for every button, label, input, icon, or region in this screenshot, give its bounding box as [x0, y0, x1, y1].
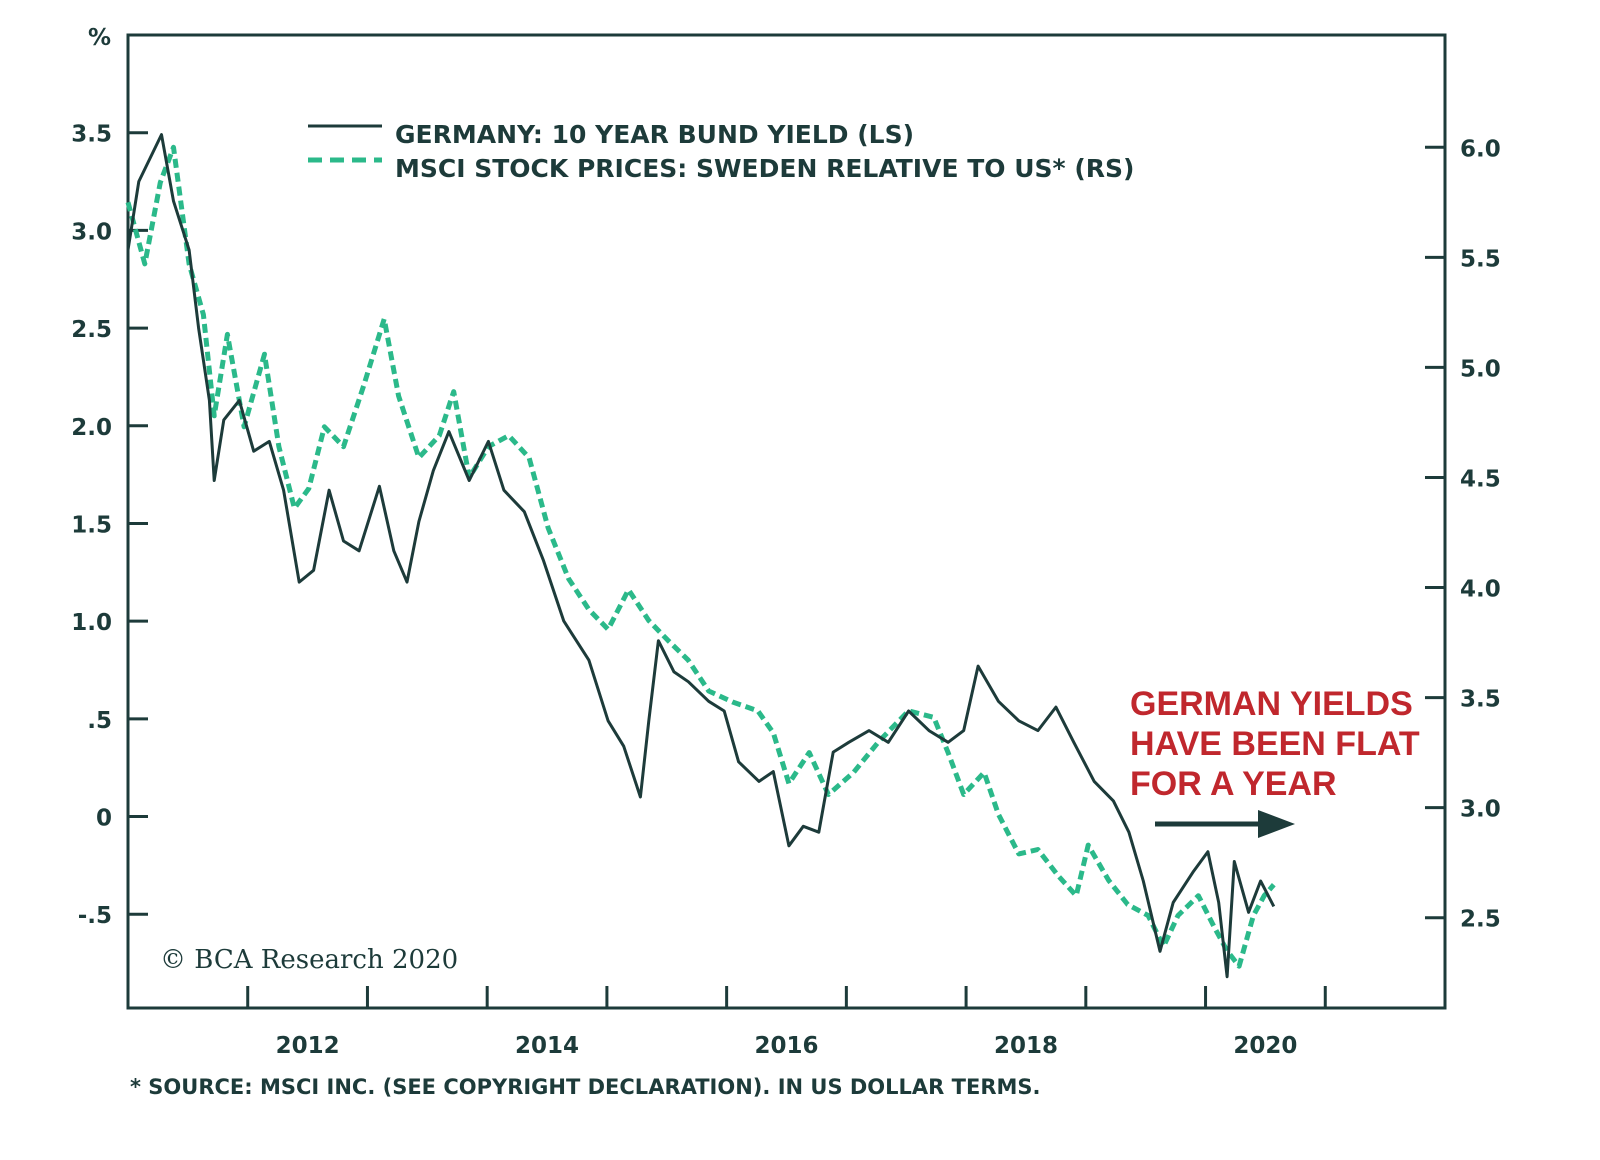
right-axis-tick-label: 3.5: [1460, 687, 1501, 713]
x-axis-tick-label: 2012: [276, 1033, 340, 1059]
left-axis-tick-label: .5: [87, 708, 112, 734]
left-axis-tick-label: 0: [96, 806, 112, 832]
left-axis-tick-label: 1.0: [71, 610, 112, 636]
copyright-logo: © BCA Research 2020: [160, 945, 458, 975]
annotation-line-3: FOR A YEAR: [1130, 765, 1337, 803]
annotation-line-1: GERMAN YIELDS: [1130, 685, 1413, 723]
x-axis-tick-label: 2018: [994, 1033, 1058, 1059]
left-axis-tick-label: 2.0: [71, 415, 112, 441]
x-axis-tick-label: 2020: [1233, 1033, 1297, 1059]
legend-label-germany: GERMANY: 10 YEAR BUND YIELD (LS): [395, 120, 914, 149]
left-axis-tick-label: 3.5: [71, 122, 112, 148]
legend: GERMANY: 10 YEAR BUND YIELD (LS) MSCI ST…: [308, 120, 1134, 183]
right-axis-tick-label: 5.5: [1460, 246, 1501, 272]
source-note: * SOURCE: MSCI INC. (SEE COPYRIGHT DECLA…: [130, 1075, 1041, 1099]
right-axis-tick-label: 2.5: [1460, 907, 1501, 933]
legend-label-sweden: MSCI STOCK PRICES: SWEDEN RELATIVE TO US…: [395, 154, 1134, 183]
annotation-line-2: HAVE BEEN FLAT: [1130, 725, 1420, 763]
annotation: GERMAN YIELDS HAVE BEEN FLAT FOR A YEAR: [1130, 685, 1420, 838]
plot-frame: [126, 33, 1447, 1010]
left-axis-tick-label: 1.5: [71, 512, 112, 538]
left-axis-tick-label: 3.0: [71, 219, 112, 245]
x-axis-tick-label: 2014: [515, 1033, 579, 1059]
arrow-right-icon: [1258, 810, 1295, 838]
x-axis-tick-label: 2016: [754, 1033, 818, 1059]
series-line-germany-bund-yield: [126, 133, 1276, 979]
right-axis-tick-label: 5.0: [1460, 356, 1501, 382]
right-axis-tick-label: 4.5: [1460, 466, 1501, 492]
right-axis-tick-label: 4.0: [1460, 577, 1501, 603]
series-line-sweden-relative-stock-prices: [125, 144, 1276, 969]
left-axis-tick-label: 2.5: [71, 317, 112, 343]
right-axis-tick-label: 3.0: [1460, 797, 1501, 823]
left-unit-label: %: [88, 25, 111, 51]
left-axis-tick-label: -.5: [78, 903, 112, 929]
right-axis-tick-label: 6.0: [1460, 136, 1501, 162]
